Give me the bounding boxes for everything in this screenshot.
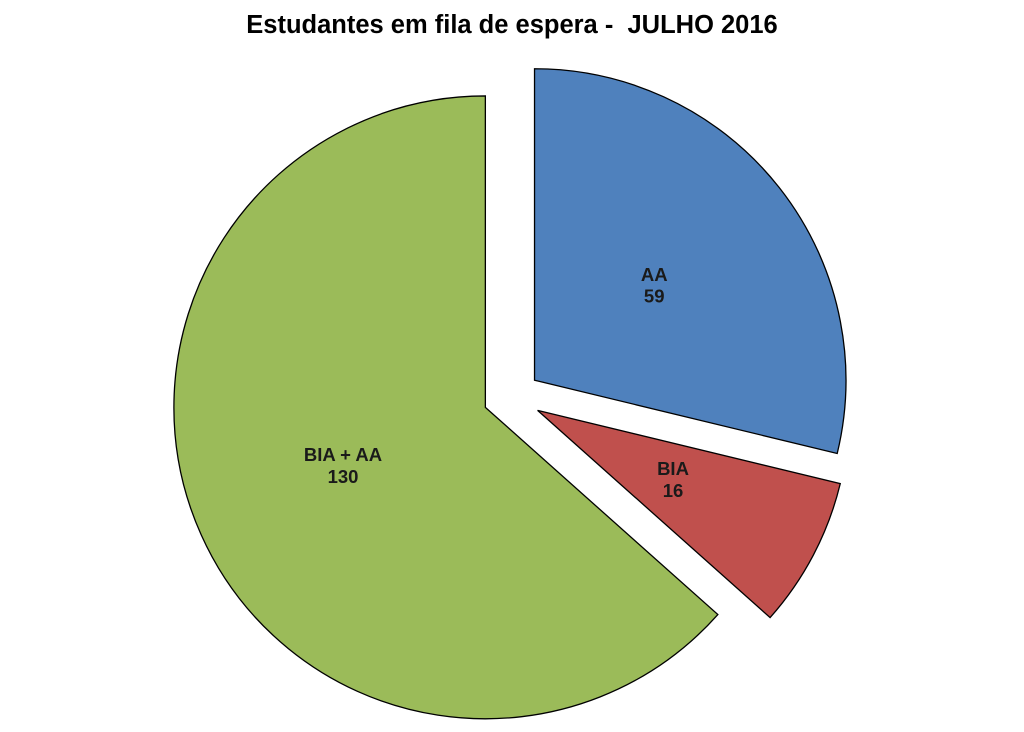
- svg-text:130: 130: [328, 466, 359, 487]
- svg-text:16: 16: [663, 480, 684, 501]
- svg-text:AA: AA: [641, 264, 668, 285]
- svg-text:BIA: BIA: [657, 458, 689, 479]
- svg-text:BIA + AA: BIA + AA: [304, 444, 382, 465]
- svg-text:59: 59: [644, 286, 665, 307]
